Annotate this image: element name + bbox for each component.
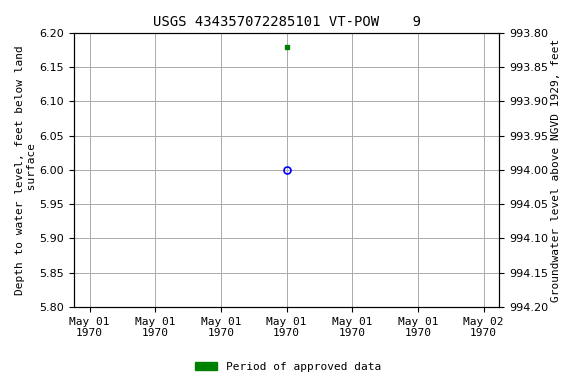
Y-axis label: Depth to water level, feet below land
 surface: Depth to water level, feet below land su… [15,45,37,295]
Legend: Period of approved data: Period of approved data [191,358,385,377]
Title: USGS 434357072285101 VT-POW    9: USGS 434357072285101 VT-POW 9 [153,15,420,29]
Y-axis label: Groundwater level above NGVD 1929, feet: Groundwater level above NGVD 1929, feet [551,38,561,301]
